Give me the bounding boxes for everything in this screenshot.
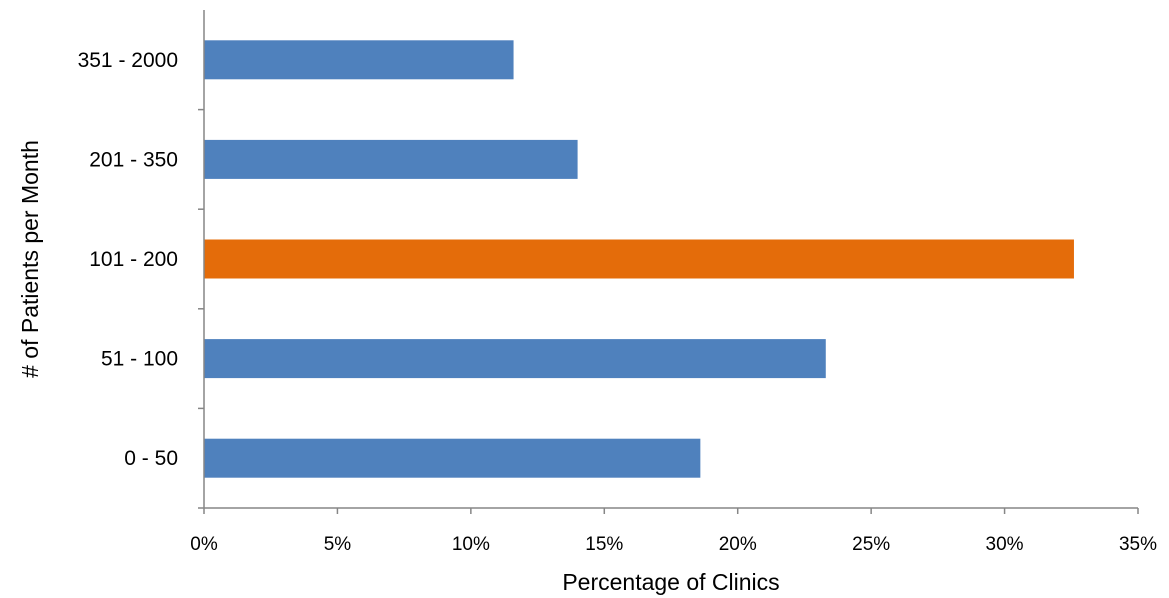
y-axis-labels: 0 - 50 51 - 100 101 - 200 201 - 350 351 - 20… bbox=[78, 49, 204, 509]
bar-51-100 bbox=[204, 339, 826, 379]
x-tick-label: 30% bbox=[986, 534, 1024, 555]
y-tick-label: 101 - 200 bbox=[89, 248, 178, 271]
y-tick-label: 351 - 2000 bbox=[78, 49, 178, 72]
bars-layer bbox=[204, 40, 1074, 478]
x-tick-label: 15% bbox=[585, 534, 623, 555]
y-tick-label: 51 - 100 bbox=[101, 348, 178, 371]
x-axis-ticks: 0% 5% 10% 15% 20% 25% 30% 35% bbox=[190, 508, 1157, 555]
x-tick-label: 5% bbox=[324, 534, 352, 555]
x-tick-label: 35% bbox=[1119, 534, 1157, 555]
x-axis-title: Percentage of Clinics bbox=[562, 569, 779, 595]
bar-351-2000 bbox=[204, 40, 514, 80]
y-axis-title: # of Patients per Month bbox=[17, 140, 43, 378]
x-tick-label: 20% bbox=[719, 534, 757, 555]
x-tick-label: 0% bbox=[190, 534, 218, 555]
bar-101-200 bbox=[204, 239, 1074, 279]
y-tick-label: 0 - 50 bbox=[124, 447, 178, 470]
y-tick-label: 201 - 350 bbox=[89, 148, 178, 171]
bar-201-350 bbox=[204, 139, 578, 179]
x-tick-label: 10% bbox=[452, 534, 490, 555]
x-tick-label: 25% bbox=[852, 534, 890, 555]
bar-0-50 bbox=[204, 438, 701, 478]
